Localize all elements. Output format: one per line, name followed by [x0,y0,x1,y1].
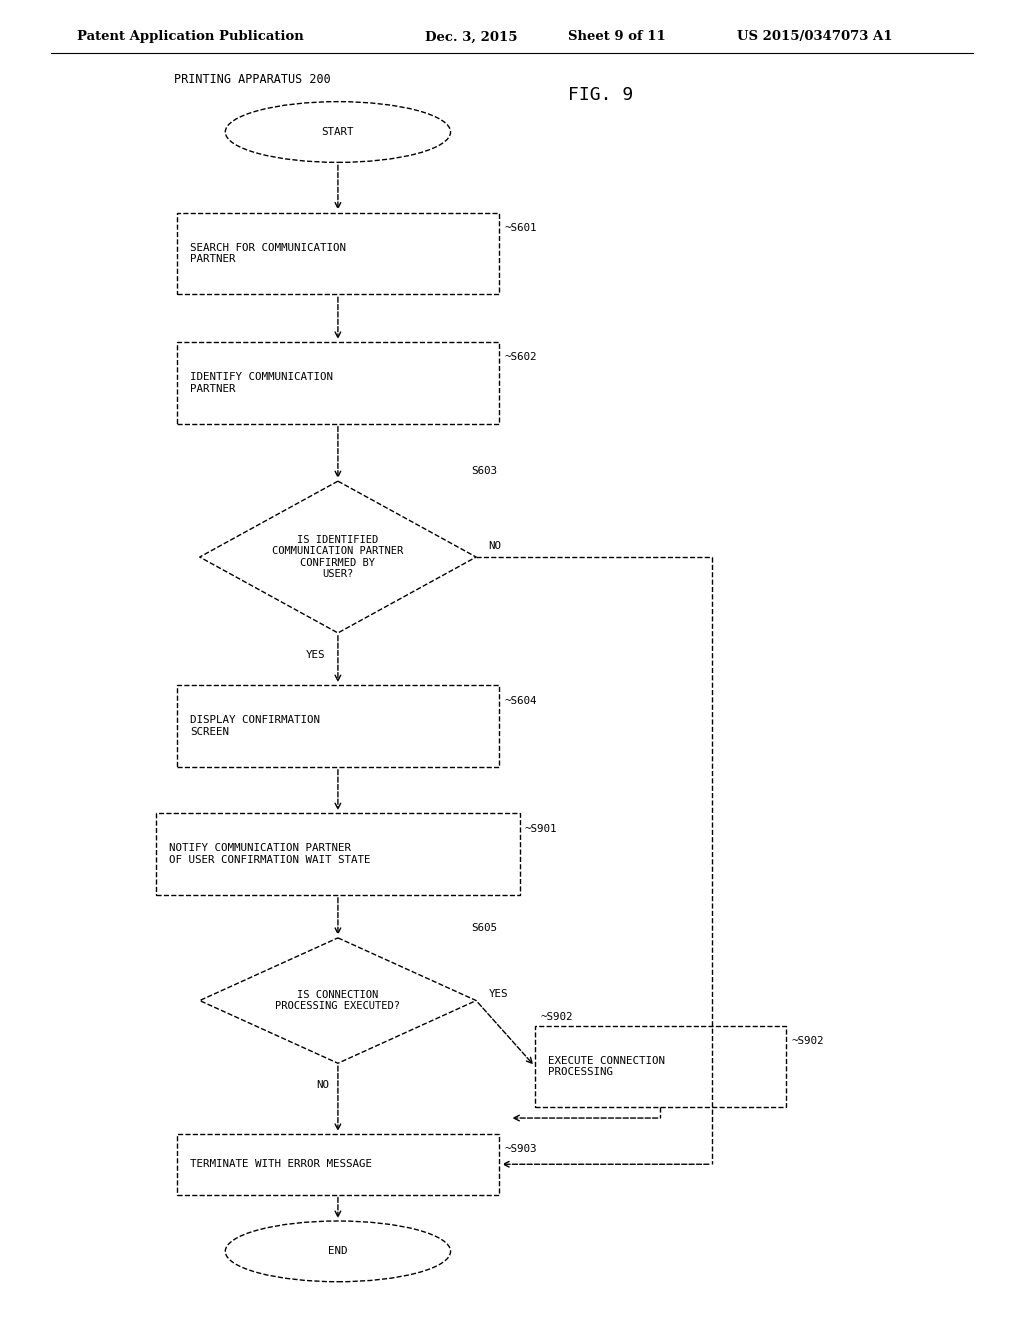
Text: US 2015/0347073 A1: US 2015/0347073 A1 [737,30,893,44]
Text: ~S601: ~S601 [505,223,537,234]
Text: YES: YES [305,651,326,660]
Text: DISPLAY CONFIRMATION
SCREEN: DISPLAY CONFIRMATION SCREEN [190,715,319,737]
Text: END: END [328,1246,348,1257]
Text: IDENTIFY COMMUNICATION
PARTNER: IDENTIFY COMMUNICATION PARTNER [190,372,333,393]
Text: ~S902: ~S902 [792,1036,823,1047]
Text: S603: S603 [471,466,497,477]
Text: ~S604: ~S604 [505,696,537,706]
Text: ~S901: ~S901 [525,824,557,834]
Text: ~S902: ~S902 [541,1011,572,1022]
Text: NO: NO [488,541,502,552]
Text: S605: S605 [471,923,497,932]
Text: EXECUTE CONNECTION
PROCESSING: EXECUTE CONNECTION PROCESSING [549,1056,666,1077]
Text: START: START [322,127,354,137]
Text: NOTIFY COMMUNICATION PARTNER
OF USER CONFIRMATION WAIT STATE: NOTIFY COMMUNICATION PARTNER OF USER CON… [170,843,371,865]
Text: TERMINATE WITH ERROR MESSAGE: TERMINATE WITH ERROR MESSAGE [190,1159,372,1170]
Text: YES: YES [488,989,508,999]
Text: IS IDENTIFIED
COMMUNICATION PARTNER
CONFIRMED BY
USER?: IS IDENTIFIED COMMUNICATION PARTNER CONF… [272,535,403,579]
Text: Patent Application Publication: Patent Application Publication [77,30,303,44]
Text: NO: NO [316,1080,329,1090]
Text: ~S602: ~S602 [505,352,537,363]
Text: SEARCH FOR COMMUNICATION
PARTNER: SEARCH FOR COMMUNICATION PARTNER [190,243,346,264]
Text: Dec. 3, 2015: Dec. 3, 2015 [425,30,517,44]
Text: Sheet 9 of 11: Sheet 9 of 11 [568,30,666,44]
Text: IS CONNECTION
PROCESSING EXECUTED?: IS CONNECTION PROCESSING EXECUTED? [275,990,400,1011]
Text: FIG. 9: FIG. 9 [568,86,634,104]
Text: ~S903: ~S903 [505,1144,537,1155]
Text: PRINTING APPARATUS 200: PRINTING APPARATUS 200 [174,73,331,86]
